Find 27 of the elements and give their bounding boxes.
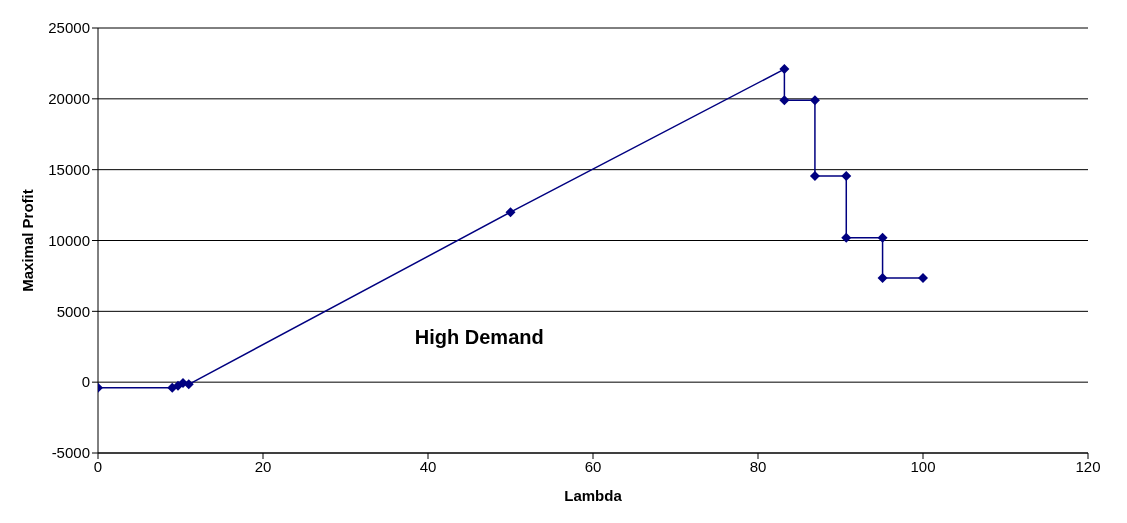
point	[809, 171, 820, 182]
point	[779, 64, 790, 75]
y-tick-label: -5000	[51, 444, 90, 462]
x-tick-label: 100	[910, 457, 936, 475]
y-tick-label: 25000	[48, 19, 90, 37]
y-tick-label: 10000	[48, 231, 90, 249]
point	[918, 273, 928, 284]
y-tick-label: 20000	[48, 90, 90, 108]
x-tick-label: 80	[749, 457, 767, 475]
y-tick-label: 5000	[56, 302, 90, 320]
point	[841, 171, 852, 182]
point	[505, 207, 516, 218]
point	[877, 232, 888, 243]
x-axis-title: Lambda	[564, 487, 623, 504]
x-tick-label: 0	[93, 457, 103, 475]
x-tick-label: 20	[254, 457, 272, 475]
x-tick-label: 40	[419, 457, 437, 475]
point	[779, 95, 790, 106]
point	[809, 95, 820, 106]
annotation: High Demand	[414, 325, 544, 349]
y-tick-label: 0	[81, 373, 90, 391]
point	[877, 273, 888, 284]
y-axis-title: Maximal Profit	[19, 189, 37, 292]
x-tick-label: 120	[1075, 457, 1101, 475]
point	[841, 232, 852, 243]
y-tick-label: 15000	[48, 160, 90, 178]
x-tick-label: 60	[584, 457, 602, 475]
